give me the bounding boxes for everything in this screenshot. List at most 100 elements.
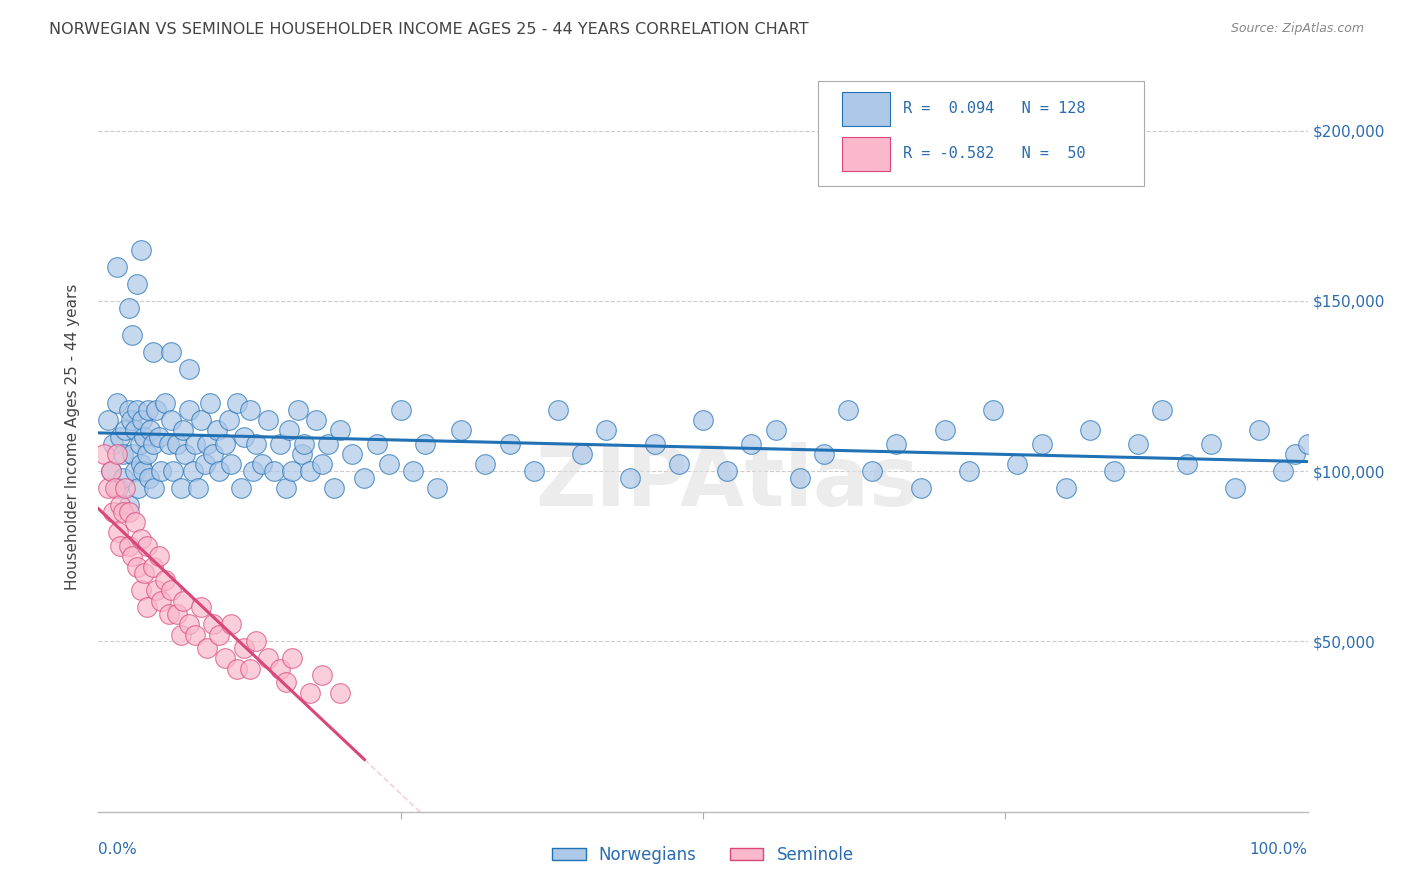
Point [150, 464, 173, 478]
Point [329, 423, 352, 437]
Point [413, 437, 436, 451]
Point [278, 423, 301, 437]
Point [135, 539, 157, 553]
Point [150, 593, 173, 607]
Text: ZIPAtlas: ZIPAtlas [536, 442, 920, 523]
Point [111, 471, 134, 485]
Point [157, 437, 180, 451]
Point [190, 600, 212, 615]
Text: 0.0%: 0.0% [98, 842, 138, 856]
Point [274, 481, 297, 495]
Point [221, 458, 243, 472]
Point [162, 464, 184, 478]
Point [118, 539, 141, 553]
Point [269, 437, 291, 451]
Point [1102, 464, 1125, 478]
Point [239, 402, 262, 417]
Point [138, 471, 160, 485]
Point [118, 402, 141, 417]
Point [716, 464, 738, 478]
Point [366, 437, 388, 451]
Point [148, 549, 170, 564]
Point [1223, 481, 1246, 495]
Point [221, 617, 243, 632]
Point [108, 539, 131, 553]
Point [121, 327, 143, 342]
Point [172, 423, 194, 437]
Point [765, 423, 787, 437]
Point [160, 583, 183, 598]
Point [256, 651, 278, 665]
Point [256, 413, 278, 427]
Point [292, 437, 315, 451]
Point [179, 362, 201, 376]
Legend: Norwegians, Seminole: Norwegians, Seminole [546, 839, 860, 871]
Point [100, 464, 122, 478]
Point [194, 458, 217, 472]
Point [108, 430, 131, 444]
Point [426, 481, 449, 495]
Point [1007, 458, 1029, 472]
Point [450, 423, 472, 437]
Point [136, 402, 159, 417]
Point [148, 430, 170, 444]
Point [595, 423, 617, 437]
Point [245, 634, 267, 648]
Point [145, 402, 167, 417]
Point [135, 600, 157, 615]
Point [111, 505, 134, 519]
Point [299, 685, 322, 699]
Point [389, 402, 412, 417]
Point [1078, 423, 1101, 437]
Point [105, 396, 128, 410]
Point [198, 396, 221, 410]
Point [129, 458, 152, 472]
Point [740, 437, 762, 451]
Point [132, 464, 155, 478]
Point [837, 402, 859, 417]
Point [134, 566, 156, 581]
Point [208, 464, 231, 478]
Point [129, 243, 152, 257]
Bar [842, 93, 890, 126]
Point [127, 277, 149, 291]
Point [232, 430, 254, 444]
Point [226, 396, 249, 410]
Point [121, 447, 143, 461]
Text: Source: ZipAtlas.com: Source: ZipAtlas.com [1230, 22, 1364, 36]
Point [184, 437, 207, 451]
Point [174, 447, 197, 461]
Point [160, 413, 183, 427]
Point [910, 481, 932, 495]
Point [523, 464, 546, 478]
Point [232, 641, 254, 656]
Point [120, 413, 142, 427]
Point [129, 533, 152, 547]
Point [181, 464, 204, 478]
Point [474, 458, 496, 472]
Point [789, 471, 811, 485]
Point [205, 423, 228, 437]
Point [1249, 423, 1271, 437]
Point [121, 549, 143, 564]
Point [107, 525, 129, 540]
FancyBboxPatch shape [818, 81, 1144, 186]
Point [179, 617, 201, 632]
Point [619, 471, 641, 485]
Point [498, 437, 520, 451]
Point [269, 662, 291, 676]
Point [934, 423, 956, 437]
Point [218, 413, 240, 427]
Point [311, 668, 333, 682]
Point [157, 607, 180, 622]
Point [127, 481, 149, 495]
Point [299, 464, 322, 478]
Point [214, 437, 236, 451]
Point [93, 447, 115, 461]
Point [329, 685, 352, 699]
Point [135, 447, 157, 461]
Point [160, 345, 183, 359]
Point [402, 464, 425, 478]
Point [239, 662, 262, 676]
Point [226, 662, 249, 676]
